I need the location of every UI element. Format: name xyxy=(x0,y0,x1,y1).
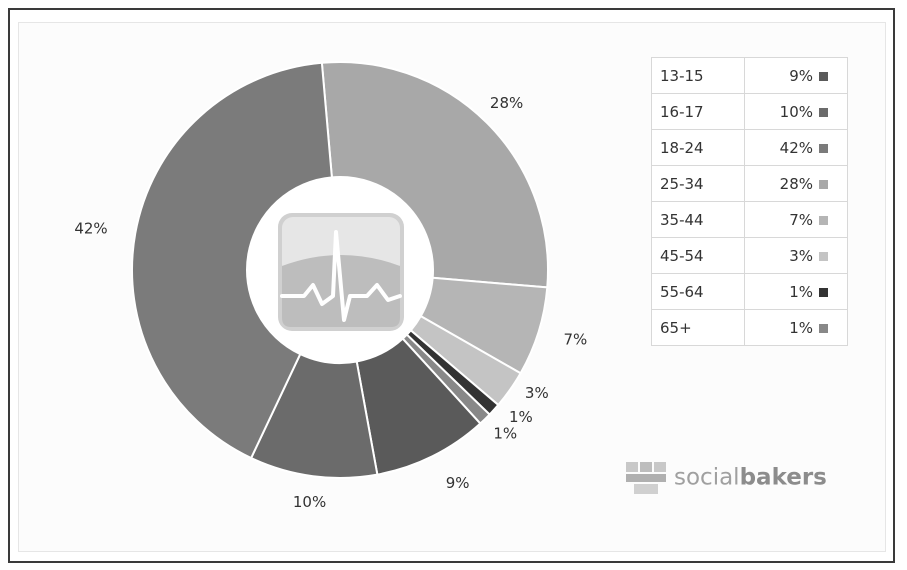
legend-swatch xyxy=(819,71,828,81)
legend-age-label: 55-64 xyxy=(651,273,745,310)
legend-row-65plus: 65+ 1% xyxy=(651,309,848,346)
legend-row-16-17: 16-17 10% xyxy=(651,93,848,130)
legend-swatch xyxy=(819,323,828,333)
legend-swatch xyxy=(819,143,828,153)
socialbakers-logo-icon xyxy=(626,462,666,494)
legend-age-label: 65+ xyxy=(651,309,745,346)
legend-age-label: 13-15 xyxy=(651,57,745,94)
legend-swatch-cell xyxy=(817,273,848,310)
legend-percent: 3% xyxy=(744,237,817,274)
legend-row-18-24: 18-24 42% xyxy=(651,129,848,166)
legend-percent: 1% xyxy=(744,309,817,346)
legend-swatch xyxy=(819,107,828,117)
legend-percent: 28% xyxy=(744,165,817,202)
slice-label-55-64: 1% xyxy=(509,408,533,426)
legend-age-label: 35-44 xyxy=(651,201,745,238)
brand-text-light: social xyxy=(674,464,740,491)
legend-age-label: 25-34 xyxy=(651,165,745,202)
legend-age-label: 16-17 xyxy=(651,93,745,130)
heartbeat-icon xyxy=(278,213,404,331)
legend-row-13-15: 13-15 9% xyxy=(651,57,848,94)
legend-percent: 7% xyxy=(744,201,817,238)
legend-swatch-cell xyxy=(817,57,848,94)
legend: 13-15 9% 16-17 10% 18-24 42% 25-34 28% 35-44 7% 45… xyxy=(651,57,848,346)
slice-labels: 28% 7% 3% 1%1% 9% 10% 42% xyxy=(74,94,587,511)
slice-label-25-34: 28% xyxy=(490,94,523,112)
donut-slices xyxy=(131,61,549,479)
legend-age-label: 18-24 xyxy=(651,129,745,166)
legend-row-55-64: 55-64 1% xyxy=(651,273,848,310)
legend-swatch-cell xyxy=(817,237,848,274)
legend-percent: 42% xyxy=(744,129,817,166)
brand-text-bold: bakers xyxy=(739,464,827,491)
legend-swatch-cell xyxy=(817,165,848,202)
slice-label-65plus: 1% xyxy=(493,424,517,442)
legend-swatch xyxy=(819,179,828,189)
socialbakers-brand: socialbakers xyxy=(626,460,827,496)
legend-swatch-cell xyxy=(817,129,848,166)
legend-row-25-34: 25-34 28% xyxy=(651,165,848,202)
legend-swatch xyxy=(819,251,828,261)
center-emblem xyxy=(247,177,433,363)
legend-percent: 1% xyxy=(744,273,817,310)
legend-percent: 9% xyxy=(744,57,817,94)
slice-label-13-15: 9% xyxy=(446,474,470,492)
legend-percent: 10% xyxy=(744,93,817,130)
slice-label-35-44: 7% xyxy=(563,330,587,348)
legend-swatch xyxy=(819,215,828,225)
slice-label-16-17: 10% xyxy=(293,493,326,511)
legend-swatch-cell xyxy=(817,309,848,346)
legend-swatch xyxy=(819,287,828,297)
legend-swatch-cell xyxy=(817,201,848,238)
legend-swatch-cell xyxy=(817,93,848,130)
legend-age-label: 45-54 xyxy=(651,237,745,274)
slice-label-18-24: 42% xyxy=(74,219,107,237)
slice-label-45-54: 3% xyxy=(525,384,549,402)
legend-row-45-54: 45-54 3% xyxy=(651,237,848,274)
legend-row-35-44: 35-44 7% xyxy=(651,201,848,238)
